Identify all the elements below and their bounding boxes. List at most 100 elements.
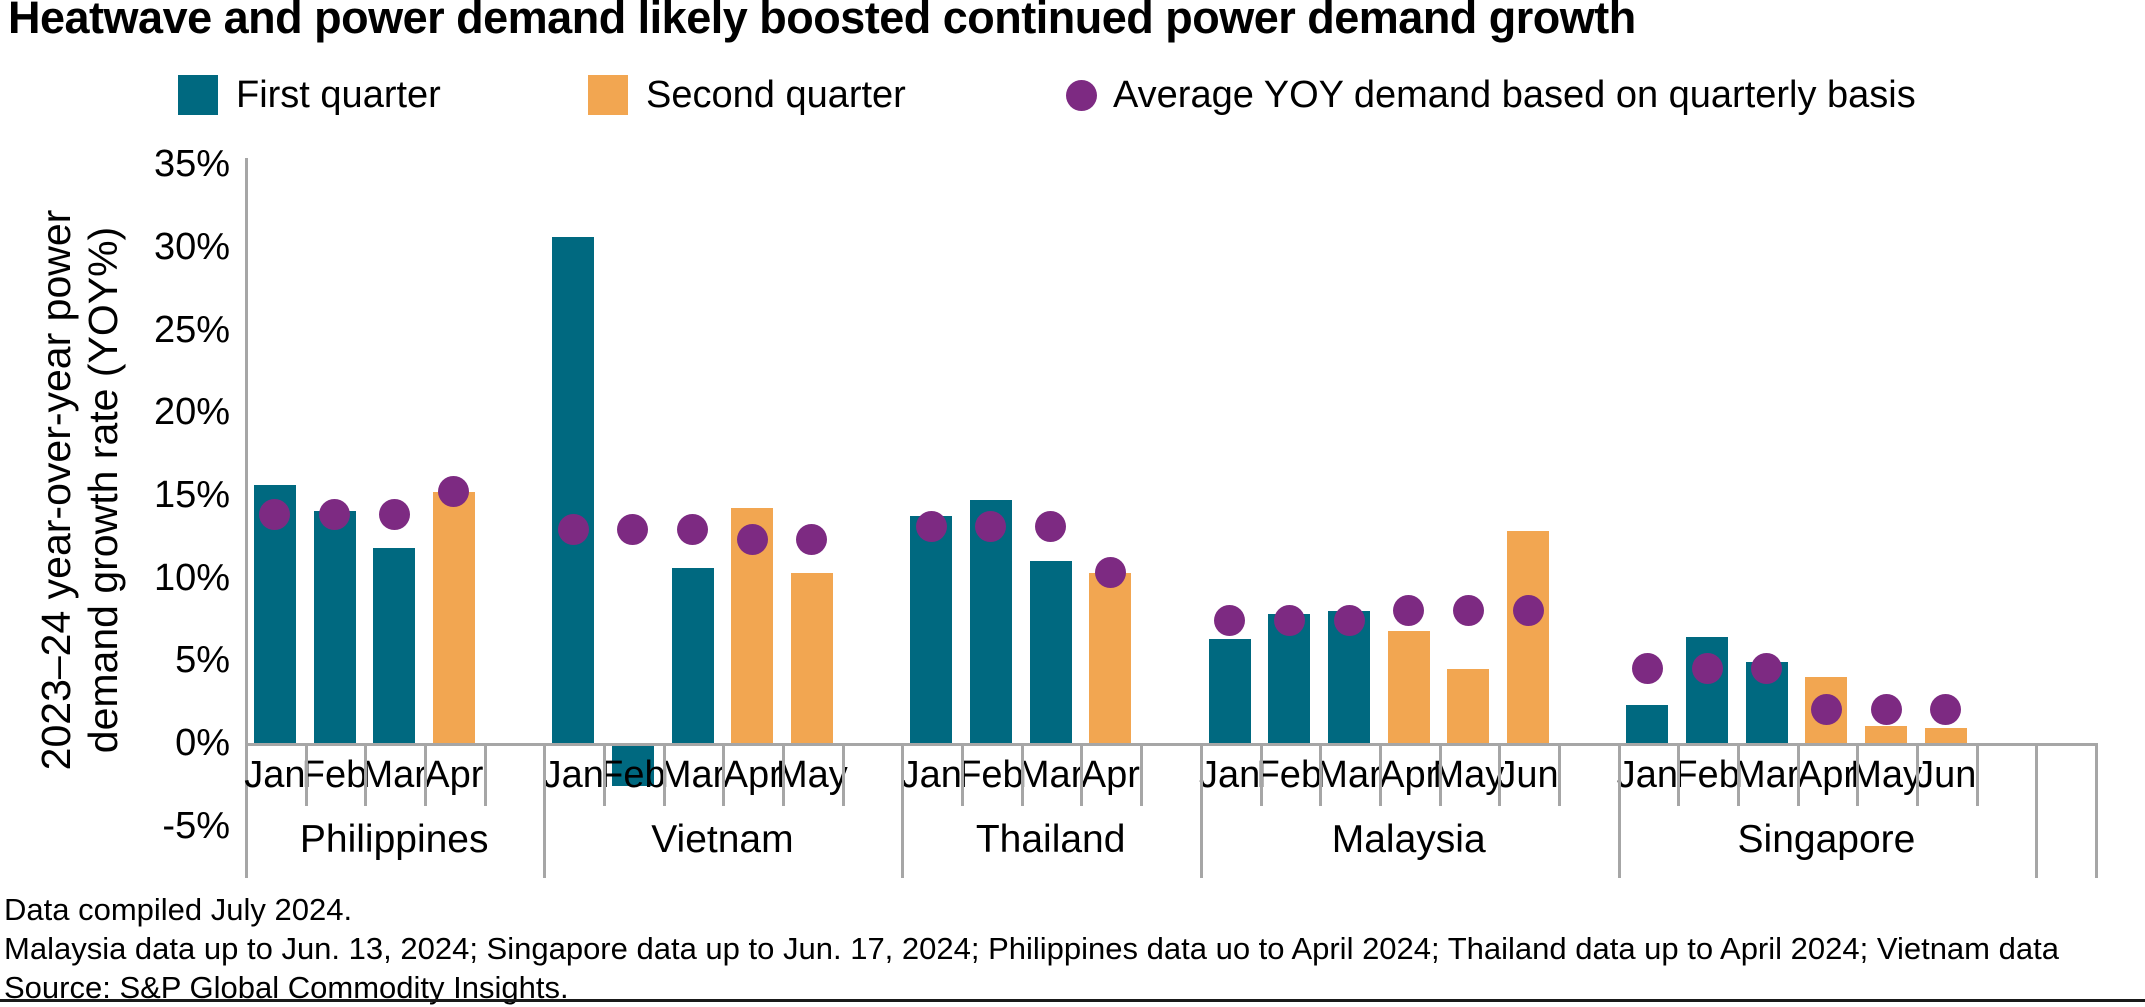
month-label: Feb [600, 754, 666, 796]
month-label: Feb [1256, 754, 1323, 796]
bar-philippines-mar [373, 547, 416, 743]
month-divider [1378, 743, 1382, 806]
avg-dot-malaysia-jun [1512, 595, 1544, 627]
legend-label: Second quarter [646, 73, 906, 116]
month-divider [483, 743, 487, 806]
month-divider [1498, 743, 1502, 806]
group-divider [1617, 743, 1621, 878]
legend-item-first-quarter: First quarter [178, 72, 441, 118]
month-divider [1796, 743, 1800, 806]
month-label: Apr [1080, 754, 1140, 796]
chart-title: Heatwave and power demand likely boosted… [8, 0, 1636, 43]
avg-dot-thailand-apr [1094, 557, 1126, 589]
footnote-coverage: Malaysia data up to Jun. 13, 2024; Singa… [4, 931, 2059, 966]
avg-dot-malaysia-may [1452, 595, 1484, 627]
month-label: Jan [1616, 754, 1679, 796]
month-divider [1259, 743, 1263, 806]
month-label: Apr [424, 754, 484, 796]
avg-dot-singapore-jun [1930, 694, 1962, 726]
month-label: Jan [900, 754, 962, 796]
bottom-divider [0, 999, 2145, 1002]
month-divider [722, 743, 726, 806]
avg-dot-thailand-feb [975, 510, 1007, 542]
month-label: Jan [244, 754, 306, 796]
first-quarter-swatch-icon [178, 75, 218, 115]
month-divider [1080, 743, 1084, 806]
month-label: May [1850, 754, 1923, 796]
month-divider [961, 743, 965, 806]
bar-philippines-apr [432, 491, 475, 743]
group-divider [2035, 743, 2039, 878]
avg-dot-thailand-mar [1035, 510, 1067, 542]
month-label: Mar [1017, 754, 1084, 796]
avg-dot-malaysia-jan [1214, 605, 1246, 637]
avg-dot-singapore-feb [1691, 653, 1723, 685]
month-label: Jan [1199, 754, 1261, 796]
avg-dot-vietnam-feb [617, 514, 649, 546]
month-label: Jan [542, 754, 604, 796]
bar-singapore-jun [1924, 728, 1967, 743]
footnote-source: Source: S&P Global Commodity Insights. [4, 970, 569, 1005]
legend-label: Average YOY demand based on quarterly ba… [1113, 73, 1916, 116]
second-quarter-swatch-icon [588, 75, 628, 115]
bar-vietnam-jan [552, 236, 595, 743]
y-tick-label: 20% [153, 391, 230, 434]
avg-dot-singapore-mar [1751, 653, 1783, 685]
country-label-thailand: Thailand [975, 818, 1126, 861]
month-divider [1975, 743, 1979, 806]
month-divider [1856, 743, 1860, 806]
y-tick-label: 35% [153, 143, 230, 186]
legend: First quarter Second quarter Average YOY… [0, 72, 2145, 118]
avg-dot-philippines-apr [438, 476, 470, 508]
bar-malaysia-may [1447, 668, 1490, 743]
month-label: Mar [361, 754, 427, 796]
group-divider [1199, 743, 1203, 878]
month-divider [782, 743, 786, 806]
month-divider [662, 743, 666, 806]
month-divider [304, 743, 308, 806]
group-divider [901, 743, 905, 878]
month-label: May [776, 754, 848, 796]
legend-label: First quarter [236, 73, 441, 116]
avg-dot-philippines-jan [259, 499, 291, 531]
month-divider [1319, 743, 1323, 806]
month-divider [1677, 743, 1681, 806]
y-axis-line [245, 158, 248, 878]
month-divider [364, 743, 368, 806]
month-label: Jun [1915, 754, 1977, 796]
month-label: Feb [958, 754, 1024, 796]
avg-dot-singapore-jan [1631, 653, 1663, 685]
bar-thailand-apr [1089, 572, 1132, 743]
bar-malaysia-jun [1507, 531, 1550, 743]
legend-item-second-quarter: Second quarter [588, 72, 906, 118]
bar-malaysia-jan [1208, 638, 1251, 743]
y-tick-label: 15% [153, 473, 230, 516]
month-label: Mar [659, 754, 726, 796]
avg-dot-thailand-jan [915, 510, 947, 542]
y-tick-label: 0% [175, 722, 230, 764]
avg-dot-singapore-apr [1810, 694, 1842, 726]
x-axis-line [245, 743, 2095, 746]
month-divider [1557, 743, 1561, 806]
month-divider [1438, 743, 1442, 806]
bar-singapore-may [1865, 726, 1908, 743]
month-label: Feb [1674, 754, 1740, 796]
y-tick-label: 5% [175, 639, 230, 682]
bar-malaysia-apr [1387, 630, 1430, 743]
avg-dot-vietnam-apr [736, 524, 768, 556]
bar-vietnam-feb [611, 745, 654, 787]
legend-item-average-yoy: Average YOY demand based on quarterly ba… [1066, 72, 1916, 118]
avg-dot-vietnam-mar [677, 514, 709, 546]
y-tick-label: 10% [153, 556, 230, 599]
month-label: Mar [1734, 754, 1800, 796]
y-tick-label: 30% [153, 225, 230, 268]
month-divider [1020, 743, 1024, 806]
month-label: Apr [1379, 754, 1439, 796]
avg-dot-malaysia-apr [1393, 595, 1425, 627]
month-divider [1140, 743, 1144, 806]
bar-philippines-feb [313, 511, 356, 743]
month-label: Feb [301, 754, 368, 796]
month-divider [603, 743, 607, 806]
avg-dot-singapore-may [1870, 694, 1902, 726]
month-label: May [1432, 754, 1505, 796]
